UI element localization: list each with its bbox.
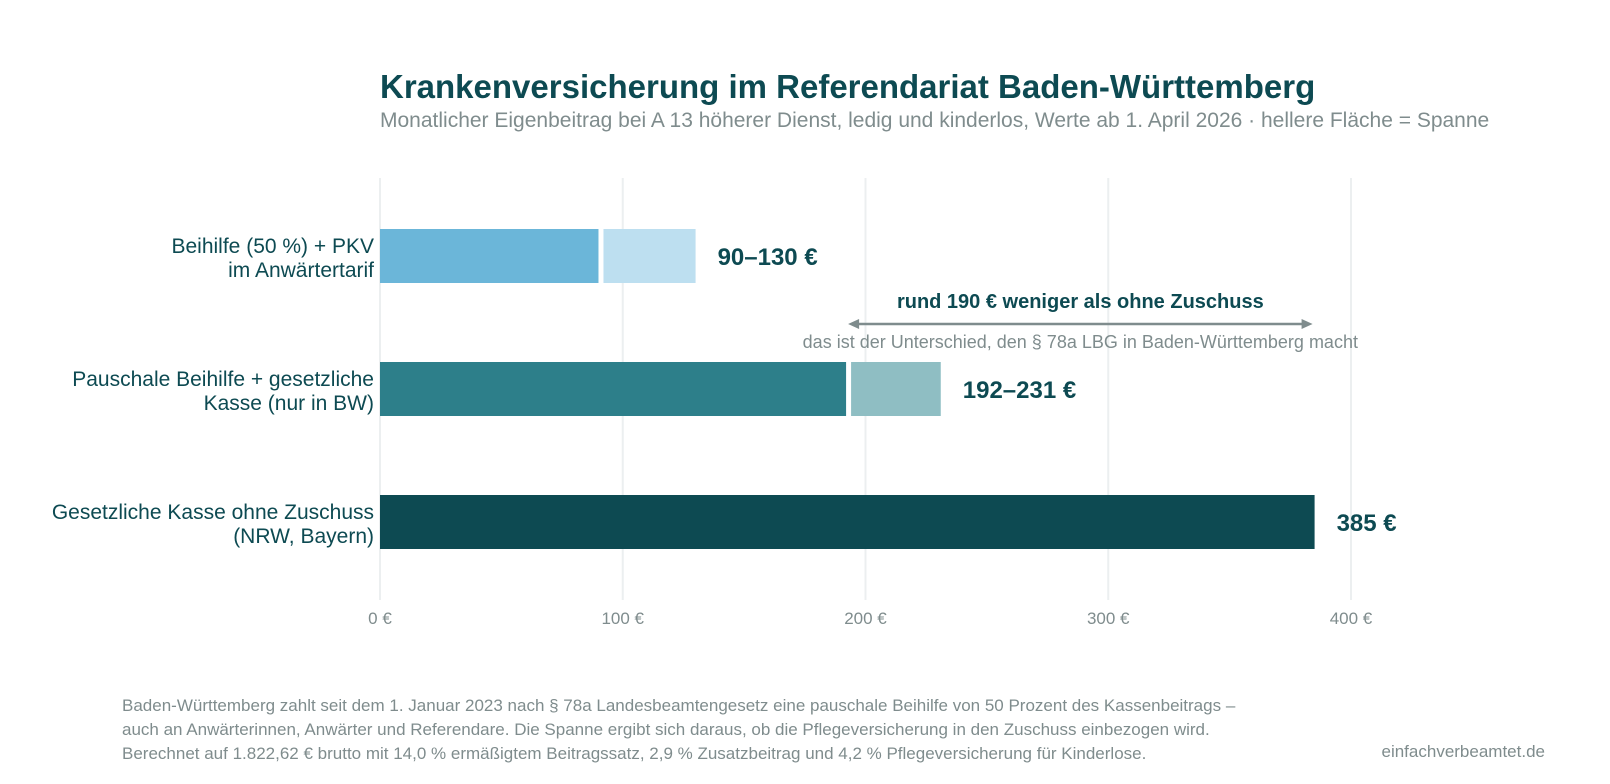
footnote-line: auch an Anwärterinnen, Anwärter und Refe… [122,720,1210,739]
footnote-line: Baden-Württemberg zahlt seit dem 1. Janu… [122,696,1236,715]
x-tick-label: 200 € [844,609,887,628]
category-label-line: Gesetzliche Kasse ohne Zuschuss [52,501,374,524]
category-labels: Beihilfe (50 %) + PKV im Anwärtertarif Pau… [52,235,374,548]
footnote-line: Berechnet auf 1.822,62 € brutto mit 14,0… [122,744,1147,763]
category-label-line: Pauschale Beihilfe + gesetzliche [72,368,374,391]
chart-title: Krankenversicherung im Referendariat Bad… [380,68,1316,105]
bar-range [603,229,696,283]
value-label: 385 € [1337,510,1397,537]
footnote: Baden-Württemberg zahlt seit dem 1. Janu… [122,694,1342,766]
difference-annotation: rund 190 € weniger als ohne Zuschuss das … [803,291,1358,352]
value-label: 90–130 € [718,244,818,271]
bar-range [851,362,941,416]
chart-subtitle: Monatlicher Eigenbeitrag bei A 13 höhere… [380,109,1490,132]
x-tick-label: 400 € [1330,609,1373,628]
x-tick-label: 300 € [1087,609,1130,628]
bar-base [380,495,1315,549]
source-credit: einfachverbeamtet.de [1381,742,1546,761]
annotation-arrowhead-left [848,319,860,329]
category-label-line: Beihilfe (50 %) + PKV [171,235,374,258]
annotation-subtext: das ist der Unterschied, den § 78a LBG i… [803,332,1358,352]
category-label: Beihilfe (50 %) + PKV im Anwärtertarif [171,235,374,282]
category-label: Pauschale Beihilfe + gesetzliche Kasse (n… [72,368,374,415]
bar-chart: Beihilfe (50 %) + PKV im Anwärtertarif Pau… [52,178,1397,628]
bars [380,229,1315,549]
annotation-text: rund 190 € weniger als ohne Zuschuss [897,291,1264,313]
annotation-arrowhead-right [1301,319,1313,329]
category-label-line: Kasse (nur in BW) [204,392,374,415]
value-label: 192–231 € [963,377,1076,404]
value-labels: 90–130 € 192–231 € 385 € [718,244,1397,537]
category-label: Gesetzliche Kasse ohne Zuschuss (NRW, Bay… [52,501,374,548]
bar-base [380,362,847,416]
x-axis-ticks: 0 € 100 € 200 € 300 € 400 € [368,609,1373,628]
bar-base [380,229,599,283]
category-label-line: (NRW, Bayern) [233,525,374,548]
category-label-line: im Anwärtertarif [228,259,374,282]
x-tick-label: 100 € [601,609,644,628]
x-tick-label: 0 € [368,609,392,628]
